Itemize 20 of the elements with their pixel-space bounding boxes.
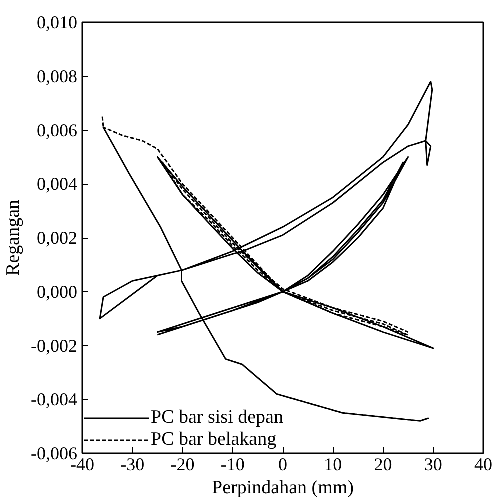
y-tick-label: 0,006 — [37, 120, 78, 140]
legend-label: PC bar belakang — [151, 429, 277, 451]
y-tick-label: 0,008 — [37, 66, 78, 86]
y-tick-label: 0,010 — [37, 12, 78, 32]
x-tick-label: -30 — [120, 454, 145, 474]
x-tick-label: -20 — [170, 454, 195, 474]
x-tick-label: -10 — [220, 454, 245, 474]
x-tick-label: 0 — [278, 454, 288, 474]
y-axis-title: Regangan — [3, 200, 24, 276]
y-tick-label: -0,002 — [31, 336, 78, 356]
x-tick-label: 30 — [424, 454, 442, 474]
y-tick-label: 0,000 — [37, 282, 78, 302]
legend-label: PC bar sisi depan — [151, 407, 284, 429]
x-tick-label: 10 — [324, 454, 342, 474]
y-tick-label: 0,004 — [37, 174, 78, 194]
y-tick-label: 0,002 — [37, 228, 78, 248]
y-tick-label: -0,004 — [31, 390, 78, 410]
x-tick-label: 40 — [474, 454, 492, 474]
x-axis-title: Perpindahan (mm) — [212, 478, 354, 498]
x-tick-label: 20 — [374, 454, 392, 474]
